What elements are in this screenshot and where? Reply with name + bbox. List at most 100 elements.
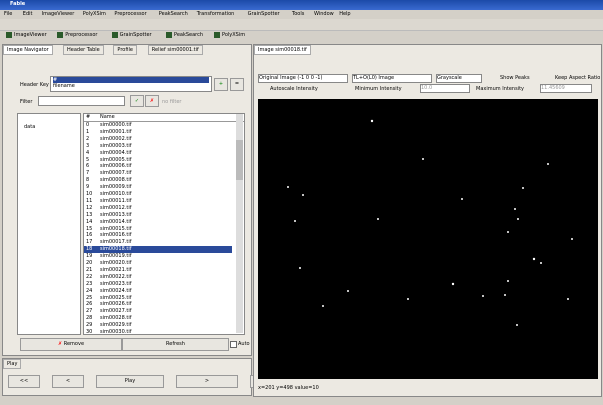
status-text: x=201 y=498 value=10 <box>258 385 319 391</box>
refresh-button[interactable]: Refresh <box>122 338 229 351</box>
perspective-icon <box>6 32 12 38</box>
filter-input[interactable] <box>38 96 125 106</box>
remove-label: Remove <box>64 341 84 347</box>
perspective-button[interactable]: GrainSpotter <box>120 32 152 38</box>
diffraction-image <box>258 99 598 379</box>
filter-label: Filter <box>20 99 32 105</box>
header-key-list: #filename <box>50 76 212 92</box>
table-row[interactable]: 30 sim00030.tif <box>84 329 232 335</box>
autoscale-label: Autoscale Intensity <box>270 86 318 92</box>
spot <box>422 158 424 160</box>
row-name: sim00030.tif <box>100 329 131 335</box>
spot <box>571 238 573 240</box>
spot <box>287 186 289 188</box>
orientation-combo[interactable]: Original Image (-1 0 0 -1) <box>258 74 348 83</box>
header-key-label: Header Key <box>20 82 49 88</box>
perspective-button[interactable]: Preprocessor <box>65 32 97 38</box>
left-tab[interactable]: Relief sim00001.tif <box>148 45 203 55</box>
min-input: 10.0 <box>420 84 470 93</box>
menu-item[interactable]: PeakSearch <box>159 11 188 17</box>
column-header: Name <box>100 114 115 120</box>
auto-label: Auto <box>238 341 250 347</box>
menu-item[interactable]: Help <box>339 11 350 17</box>
spot <box>547 163 549 165</box>
image-tab: Image sim00018.tif <box>254 45 311 55</box>
left-tab[interactable]: Profile <box>113 45 137 55</box>
menu-item[interactable]: GrainSpotter <box>248 11 280 17</box>
image-background <box>258 99 598 379</box>
tree-item: data <box>24 124 35 130</box>
file-table: #Name0sim00000.tif1sim00001.tif2sim00002… <box>83 113 245 335</box>
max-label: Maximum Intensity <box>476 86 524 92</box>
spot <box>347 290 349 292</box>
left-tab[interactable]: Image Navigator <box>3 45 53 55</box>
window-title: Fable <box>10 1 25 7</box>
header-key-option[interactable]: filename <box>53 83 75 89</box>
spot <box>302 194 304 196</box>
header-key-option[interactable]: # <box>53 77 209 83</box>
play-tab: Play <box>3 359 21 369</box>
remove-button[interactable]: ✗ Remove <box>20 338 122 351</box>
spot <box>407 298 409 300</box>
spot <box>567 298 569 300</box>
tree-panel <box>17 113 81 335</box>
add-button[interactable]: + <box>214 78 228 91</box>
scroll-thumb <box>236 140 243 180</box>
left-tab[interactable]: Header Table <box>63 45 104 55</box>
menu-item[interactable]: Edit <box>23 11 33 17</box>
refresh-label: Refresh <box>166 341 185 347</box>
play-control[interactable]: < <box>52 375 84 388</box>
auto-checkbox[interactable] <box>230 341 237 348</box>
menu-item[interactable]: File <box>4 11 12 17</box>
perspective-button[interactable]: PeakSearch <box>174 32 203 38</box>
menu-item[interactable]: Transformation <box>197 11 235 17</box>
perspective-button[interactable]: ImageViewer <box>14 32 47 38</box>
spot <box>299 267 301 269</box>
app-window: Fable File Edit ImageViewer PolyXSim Preproc… <box>0 0 603 405</box>
spot <box>322 305 324 307</box>
spot <box>522 187 524 189</box>
spot <box>504 294 506 296</box>
column-header: # <box>86 114 90 120</box>
menu-bar: File Edit ImageViewer PolyXSim Preprocessor P… <box>0 11 603 19</box>
max-input: 11.45609 <box>540 84 592 93</box>
row-index: 30 <box>86 329 92 335</box>
min-label: Minimum Intensity <box>355 86 402 92</box>
spot <box>294 220 296 222</box>
spot <box>452 283 454 285</box>
spot <box>516 324 518 326</box>
spot <box>377 218 379 220</box>
show-peaks-label: Show Peaks <box>500 75 530 81</box>
perspective-icon <box>214 32 220 38</box>
spot <box>507 280 509 282</box>
perspective-icon <box>57 32 63 38</box>
menu-item[interactable]: Window <box>314 11 334 17</box>
filter-status: no filter <box>162 99 181 105</box>
menu-item[interactable]: Tools <box>292 11 304 17</box>
spot <box>461 198 463 200</box>
colormap-combo[interactable]: Grayscale <box>436 74 482 83</box>
play-control[interactable]: > <box>176 375 238 388</box>
toolbar <box>0 19 603 31</box>
spot <box>517 218 519 220</box>
spot <box>514 208 516 210</box>
play-control[interactable]: << <box>8 375 40 388</box>
spot <box>371 120 373 122</box>
menu-item[interactable]: Preprocessor <box>114 11 146 17</box>
remove-key-button[interactable]: = <box>230 78 244 91</box>
keep-aspect-label: Keep Aspect Ratio <box>555 75 600 81</box>
perspective-bar: ImageViewer Preprocessor GrainSpotter PeakS… <box>0 31 603 41</box>
menu-item[interactable]: PolyXSim <box>83 11 106 17</box>
menu-item[interactable]: ImageViewer <box>42 11 75 17</box>
title-bar <box>0 0 603 10</box>
apply-filter[interactable]: ✓ <box>130 95 144 107</box>
image-type-combo[interactable]: TL+O(L0) Image <box>352 74 432 83</box>
perspective-icon <box>166 32 172 38</box>
spot <box>482 295 484 297</box>
clear-filter[interactable]: ✗ <box>145 95 159 107</box>
perspective-icon <box>112 32 118 38</box>
play-control[interactable]: Play <box>96 375 164 388</box>
spot <box>533 258 535 260</box>
spot <box>540 262 542 264</box>
perspective-button[interactable]: PolyXSim <box>222 32 245 38</box>
